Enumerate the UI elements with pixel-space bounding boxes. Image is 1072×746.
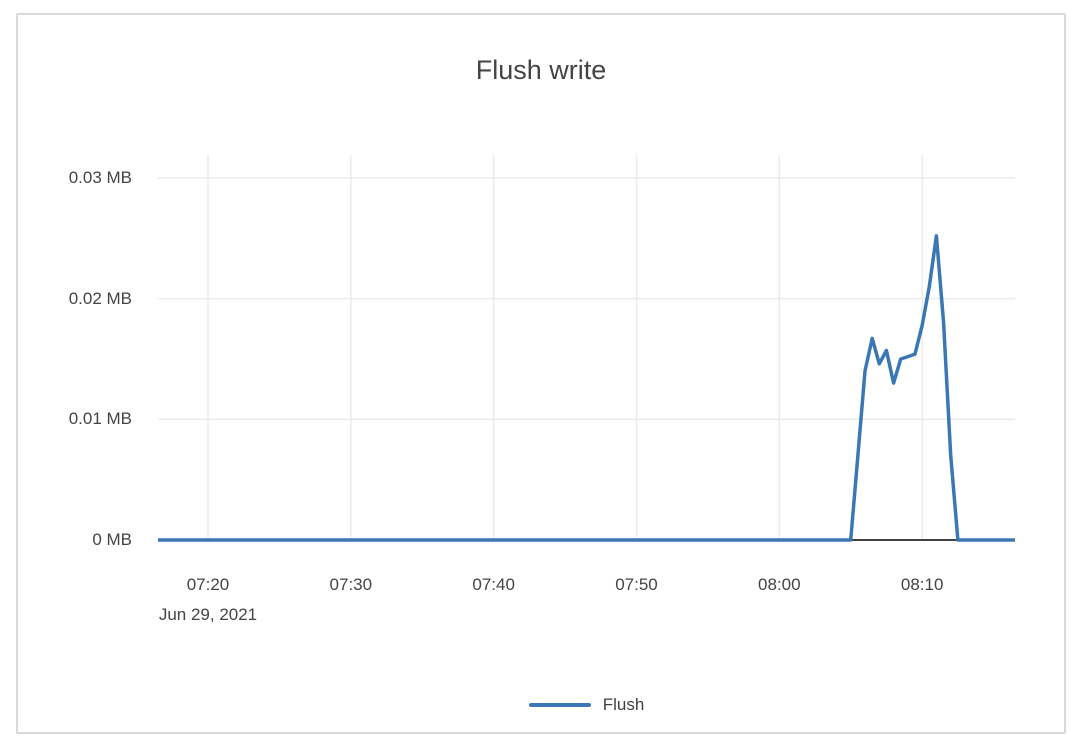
y-axis-tick-label: 0.02 MB	[68, 288, 132, 308]
legend-item-flush[interactable]: Flush	[528, 695, 645, 715]
x-axis-tick-label: 07:40	[472, 575, 515, 594]
x-axis-tick-label: 08:10	[900, 575, 944, 594]
legend: Flush	[158, 692, 1015, 718]
x-axis-date-label: Jun 29, 2021	[158, 605, 258, 624]
legend-line-swatch	[528, 703, 591, 707]
chart-title: Flush write	[475, 55, 607, 85]
plot-area[interactable]	[158, 155, 1015, 542]
x-axis-tick-label: 07:30	[329, 575, 373, 594]
y-axis-tick-label: 0 MB	[92, 530, 132, 549]
legend-label-flush: Flush	[602, 695, 645, 714]
x-axis-tick-label: 07:50	[615, 575, 658, 594]
x-axis-tick-label: 08:00	[758, 575, 801, 594]
y-axis-tick-label: 0.03 MB	[68, 167, 132, 187]
x-axis-tick-label: 07:20	[186, 575, 230, 594]
line-chart-svg	[158, 155, 1015, 542]
y-axis-tick-label: 0.01 MB	[68, 409, 132, 429]
